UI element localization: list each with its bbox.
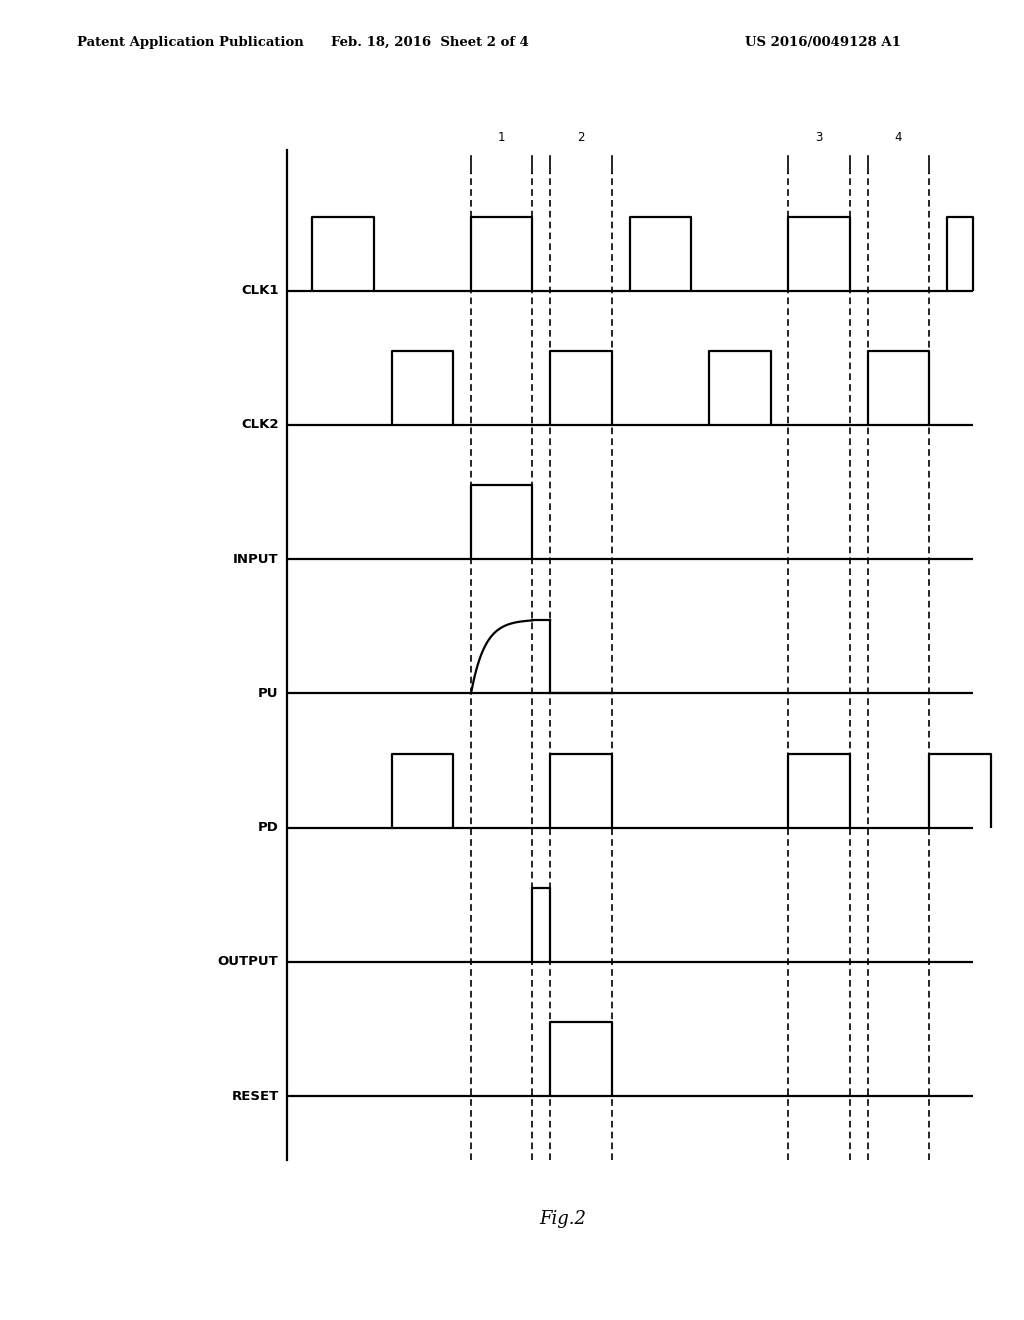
Text: 3: 3 bbox=[815, 131, 823, 144]
Text: OUTPUT: OUTPUT bbox=[218, 956, 279, 969]
Text: CLK1: CLK1 bbox=[241, 284, 279, 297]
Text: Feb. 18, 2016  Sheet 2 of 4: Feb. 18, 2016 Sheet 2 of 4 bbox=[331, 36, 529, 49]
Text: Patent Application Publication: Patent Application Publication bbox=[77, 36, 303, 49]
Text: Fig.2: Fig.2 bbox=[540, 1210, 587, 1228]
Text: US 2016/0049128 A1: US 2016/0049128 A1 bbox=[745, 36, 901, 49]
Text: 1: 1 bbox=[498, 131, 506, 144]
Text: PD: PD bbox=[258, 821, 279, 834]
Text: INPUT: INPUT bbox=[232, 553, 279, 566]
Text: 4: 4 bbox=[895, 131, 902, 144]
Text: RESET: RESET bbox=[231, 1090, 279, 1102]
Text: PU: PU bbox=[258, 686, 279, 700]
Text: CLK2: CLK2 bbox=[241, 418, 279, 432]
Text: 2: 2 bbox=[578, 131, 585, 144]
